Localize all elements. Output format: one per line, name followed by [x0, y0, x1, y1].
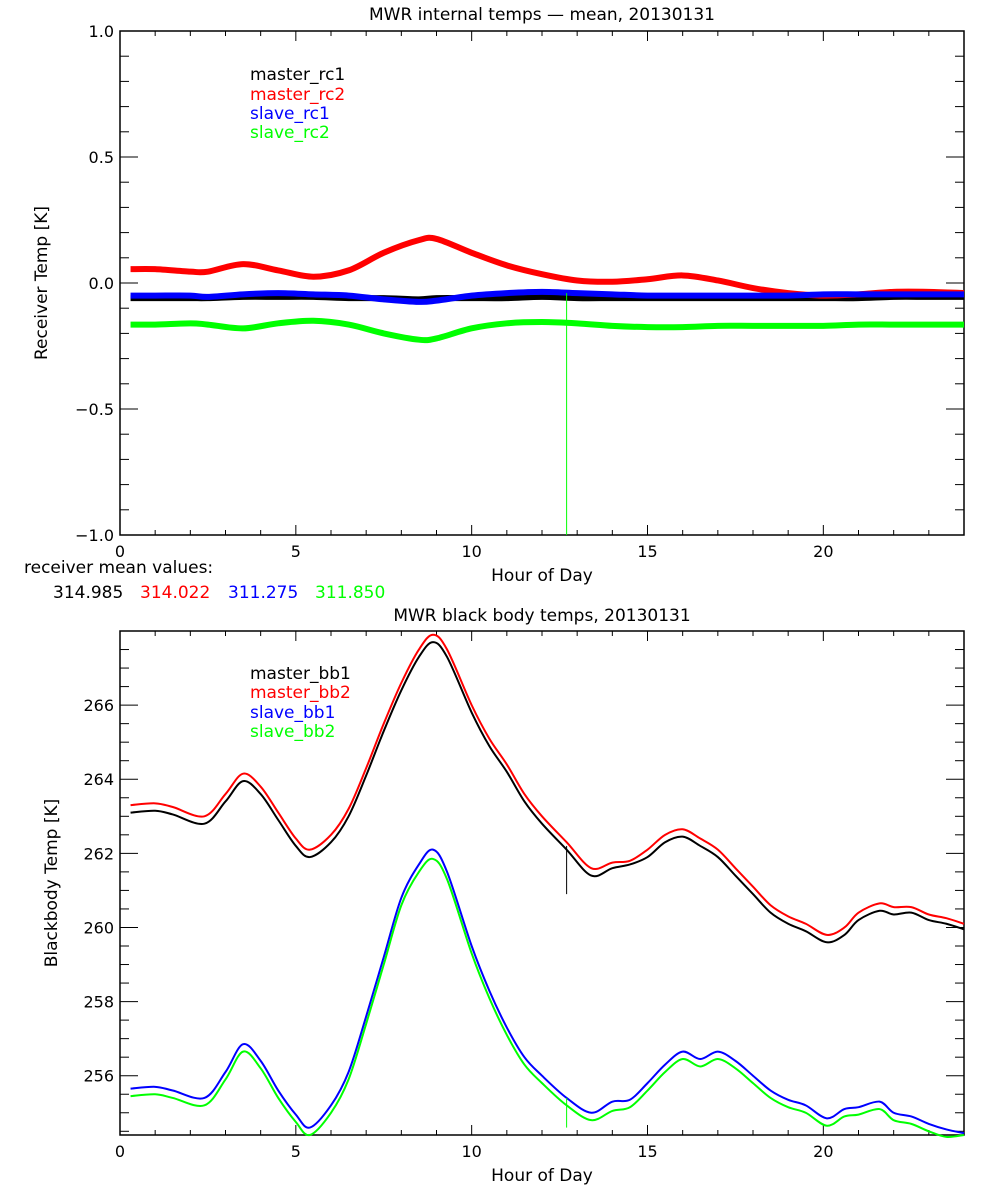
y-tick-label: 266	[83, 696, 114, 715]
y-tick-label: −0.5	[75, 400, 114, 419]
annotation-label: receiver mean values:	[24, 558, 213, 578]
annotation-value-master-rc1: 314.985	[53, 583, 123, 603]
y-axis-label: Blackbody Temp [K]	[42, 799, 62, 968]
y-tick-label: 260	[83, 918, 114, 937]
x-tick-label: 20	[813, 542, 833, 561]
x-axis-label: Hour of Day	[491, 1166, 593, 1186]
x-tick-label: 0	[115, 542, 125, 561]
legend-entry-slave-bb2: slave_bb2	[250, 722, 335, 742]
y-tick-label: 0.0	[89, 274, 114, 293]
legend-entry-slave-rc2: slave_rc2	[250, 123, 330, 143]
legend-entry-master-rc1: master_rc1	[250, 65, 345, 85]
chart-title: MWR internal temps — mean, 20130131	[369, 5, 715, 25]
series-group	[130, 234, 965, 535]
y-tick-label: 256	[83, 1067, 114, 1086]
annotation-value-slave-rc2: 311.850	[315, 583, 385, 603]
x-tick-label: 20	[813, 1142, 833, 1161]
x-tick-label: 10	[461, 542, 481, 561]
series-group	[130, 633, 965, 1138]
series-line-slave-rc1	[130, 288, 964, 305]
series-line-master-bb1	[130, 641, 965, 944]
chart-title: MWR black body temps, 20130131	[393, 606, 690, 626]
plot-frame	[119, 30, 965, 536]
x-tick-label: 5	[291, 542, 301, 561]
axes: 0 5 10 15 20 −1.0 −0.5 0.0 0.5 1.0	[75, 22, 965, 561]
series-line-master-bb2	[130, 633, 965, 936]
plot-frame	[119, 630, 965, 1136]
series-line-slave-rc2	[130, 317, 965, 344]
y-tick-label: 0.5	[89, 148, 114, 167]
legend-entry-master-bb2: master_bb2	[250, 683, 351, 703]
legend-entry-master-rc2: master_rc2	[250, 85, 345, 105]
series-line-slave-bb1	[130, 848, 965, 1135]
y-tick-label: −1.0	[75, 526, 114, 545]
receiver-temp-chart: MWR internal temps — mean, 20130131 0 5 10…	[24, 5, 965, 603]
y-axis-label: Receiver Temp [K]	[32, 206, 52, 360]
legend-entry-slave-bb1: slave_bb1	[250, 703, 335, 723]
x-tick-label: 0	[115, 1142, 125, 1161]
x-tick-label: 5	[291, 1142, 301, 1161]
y-tick-label: 258	[83, 993, 114, 1012]
axes: 0 5 10 15 20 256 258 260 262 264 266	[83, 630, 965, 1161]
annotation-value-master-rc2: 314.022	[140, 583, 210, 603]
x-tick-label: 15	[637, 1142, 657, 1161]
series-line-master-rc2	[130, 234, 965, 299]
x-tick-label: 15	[637, 542, 657, 561]
y-tick-label: 1.0	[89, 22, 114, 41]
y-tick-label: 262	[83, 844, 114, 863]
blackbody-temp-chart: MWR black body temps, 20130131 0 5 10 15 20 2…	[42, 606, 965, 1186]
x-tick-label: 10	[461, 1142, 481, 1161]
y-tick-label: 264	[83, 770, 114, 789]
legend-entry-slave-rc1: slave_rc1	[250, 104, 330, 124]
annotation-value-slave-rc1: 311.275	[228, 583, 298, 603]
legend-entry-master-bb1: master_bb1	[250, 664, 351, 684]
legend: master_rc1 master_rc2 slave_rc1 slave_rc…	[250, 65, 345, 143]
series-line-slave-bb2	[130, 857, 965, 1138]
legend: master_bb1 master_bb2 slave_bb1 slave_bb…	[250, 664, 351, 742]
x-axis-label: Hour of Day	[491, 566, 593, 586]
